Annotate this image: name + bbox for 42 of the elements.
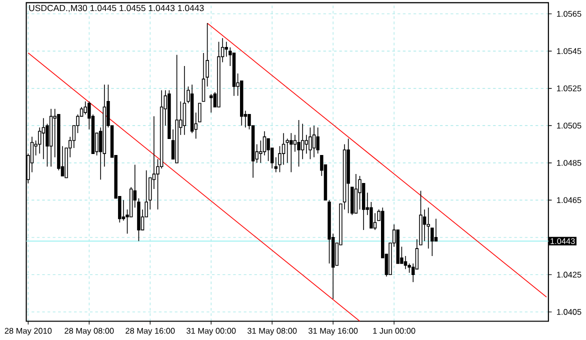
y-tick-label: 1.0425 (557, 272, 582, 278)
x-tick-label: 28 May 2010 (4, 328, 52, 336)
candlestick (224, 42, 228, 58)
candlestick (182, 66, 186, 136)
candlestick (316, 127, 320, 154)
candlestick (426, 207, 430, 250)
y-tick-label: 1.0565 (557, 11, 582, 17)
candlestick (308, 127, 312, 160)
candlestick (210, 94, 213, 114)
candlestick (290, 132, 293, 173)
candlestick (300, 123, 304, 160)
candlestick (266, 138, 270, 162)
candlestick (434, 218, 438, 242)
candlestick (206, 22, 209, 88)
candlestick (274, 157, 278, 173)
candlestick (202, 52, 206, 102)
x-tick-label: 28 May 16:00 (126, 328, 175, 336)
y-tick-label: 1.0465 (557, 197, 582, 204)
candlestick (293, 134, 297, 152)
candlestick (122, 200, 126, 222)
y-tick-label: 1.0545 (557, 48, 582, 54)
candlestick (312, 125, 316, 158)
y-tick-label: 1.0525 (557, 86, 582, 92)
candlestick (297, 120, 300, 168)
y-tick-label: 1.0505 (557, 122, 582, 129)
candlestick (84, 101, 87, 115)
x-tick-label: 31 May 08:00 (248, 328, 297, 336)
chart-title: USDCAD.,M30 1.0445 1.0455 1.0443 1.0443 (29, 5, 204, 12)
y-tick-label: 1.0405 (557, 309, 582, 315)
candlestick (304, 134, 308, 154)
candlestick (358, 176, 362, 210)
candlestick (42, 118, 46, 160)
x-tick-label: 28 May 08:00 (64, 328, 114, 336)
candlestick (262, 130, 266, 156)
candlestick (404, 256, 408, 270)
candlestick (422, 209, 426, 242)
x-tick-label: 31 May 16:00 (308, 328, 358, 336)
candlestick (282, 132, 286, 166)
ref-line-label: 1.0443 (550, 238, 575, 244)
x-tick-label: 1 Jun 00:00 (373, 328, 416, 334)
y-tick-label: 1.0485 (557, 160, 582, 166)
x-tick-label: 31 May 00:00 (186, 328, 236, 336)
